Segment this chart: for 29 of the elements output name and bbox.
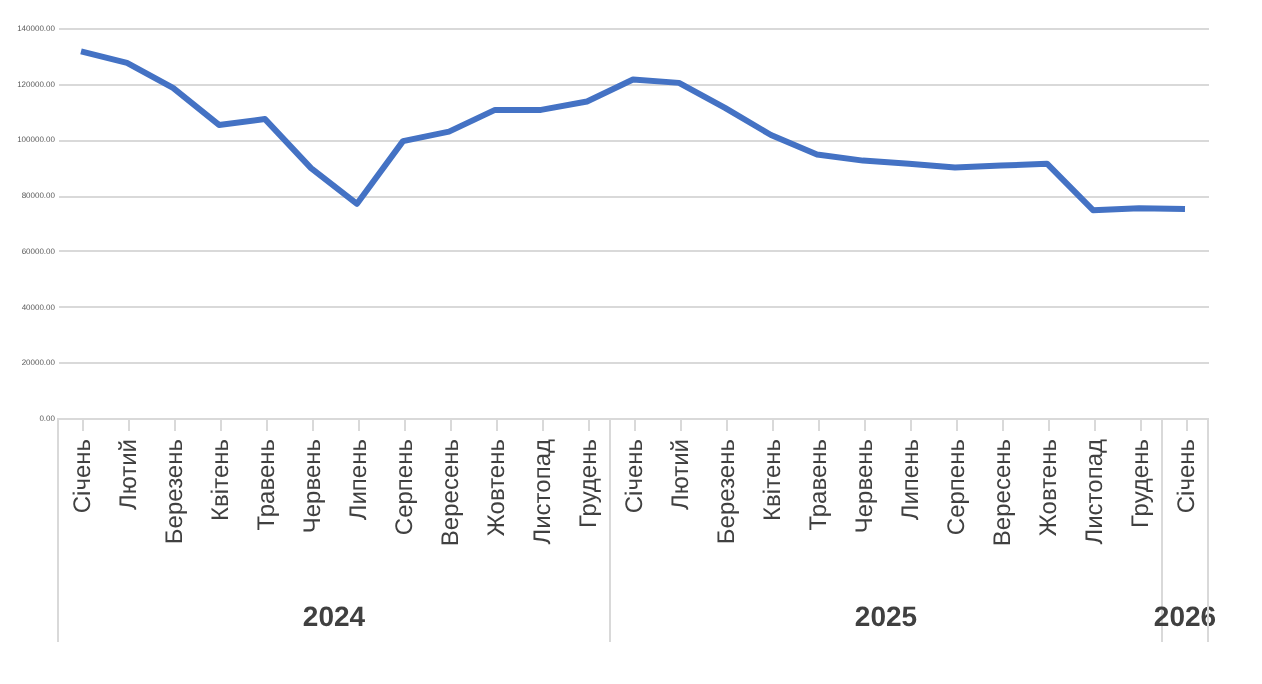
line-series bbox=[78, 48, 1188, 214]
x-tick-label: Вересень bbox=[988, 439, 1016, 547]
x-tick-label: Грудень bbox=[1126, 439, 1154, 529]
x-tick-label: Серпень bbox=[942, 439, 970, 536]
x-tick-label: Вересень bbox=[436, 439, 464, 547]
x-tick-label: Серпень bbox=[390, 439, 418, 536]
x-tick-label: Травень bbox=[252, 439, 280, 531]
x-tick-label: Грудень bbox=[574, 439, 602, 529]
x-tick-label: Лютий bbox=[666, 439, 694, 511]
x-tick-label: Січень bbox=[68, 439, 96, 514]
x-tick-label: Квітень bbox=[206, 439, 234, 521]
text: 2024 bbox=[302, 600, 366, 632]
x-tick-label: Січень bbox=[1172, 439, 1200, 514]
text: 2025 bbox=[854, 600, 918, 632]
x-tick-label: Липень bbox=[896, 439, 924, 521]
x-tick-label: Жовтень bbox=[1034, 439, 1062, 537]
x-tick-label: Червень bbox=[850, 439, 878, 534]
x-tick-label: Листопад bbox=[528, 439, 556, 545]
x-tick-label: Червень bbox=[298, 439, 326, 534]
x-tick-label: Липень bbox=[344, 439, 372, 521]
x-tick-label: Жовтень bbox=[482, 439, 510, 537]
x-tick-label: Січень bbox=[620, 439, 648, 514]
x-tick-label: Березень bbox=[712, 439, 740, 545]
x-tick-label: Лютий bbox=[114, 439, 142, 511]
x-tick-label: Березень bbox=[160, 439, 188, 545]
x-tick-label: Квітень bbox=[758, 439, 786, 521]
x-tick-label: Листопад bbox=[1080, 439, 1108, 545]
text: 2026 bbox=[1153, 600, 1217, 632]
x-tick-label: Травень bbox=[804, 439, 832, 531]
